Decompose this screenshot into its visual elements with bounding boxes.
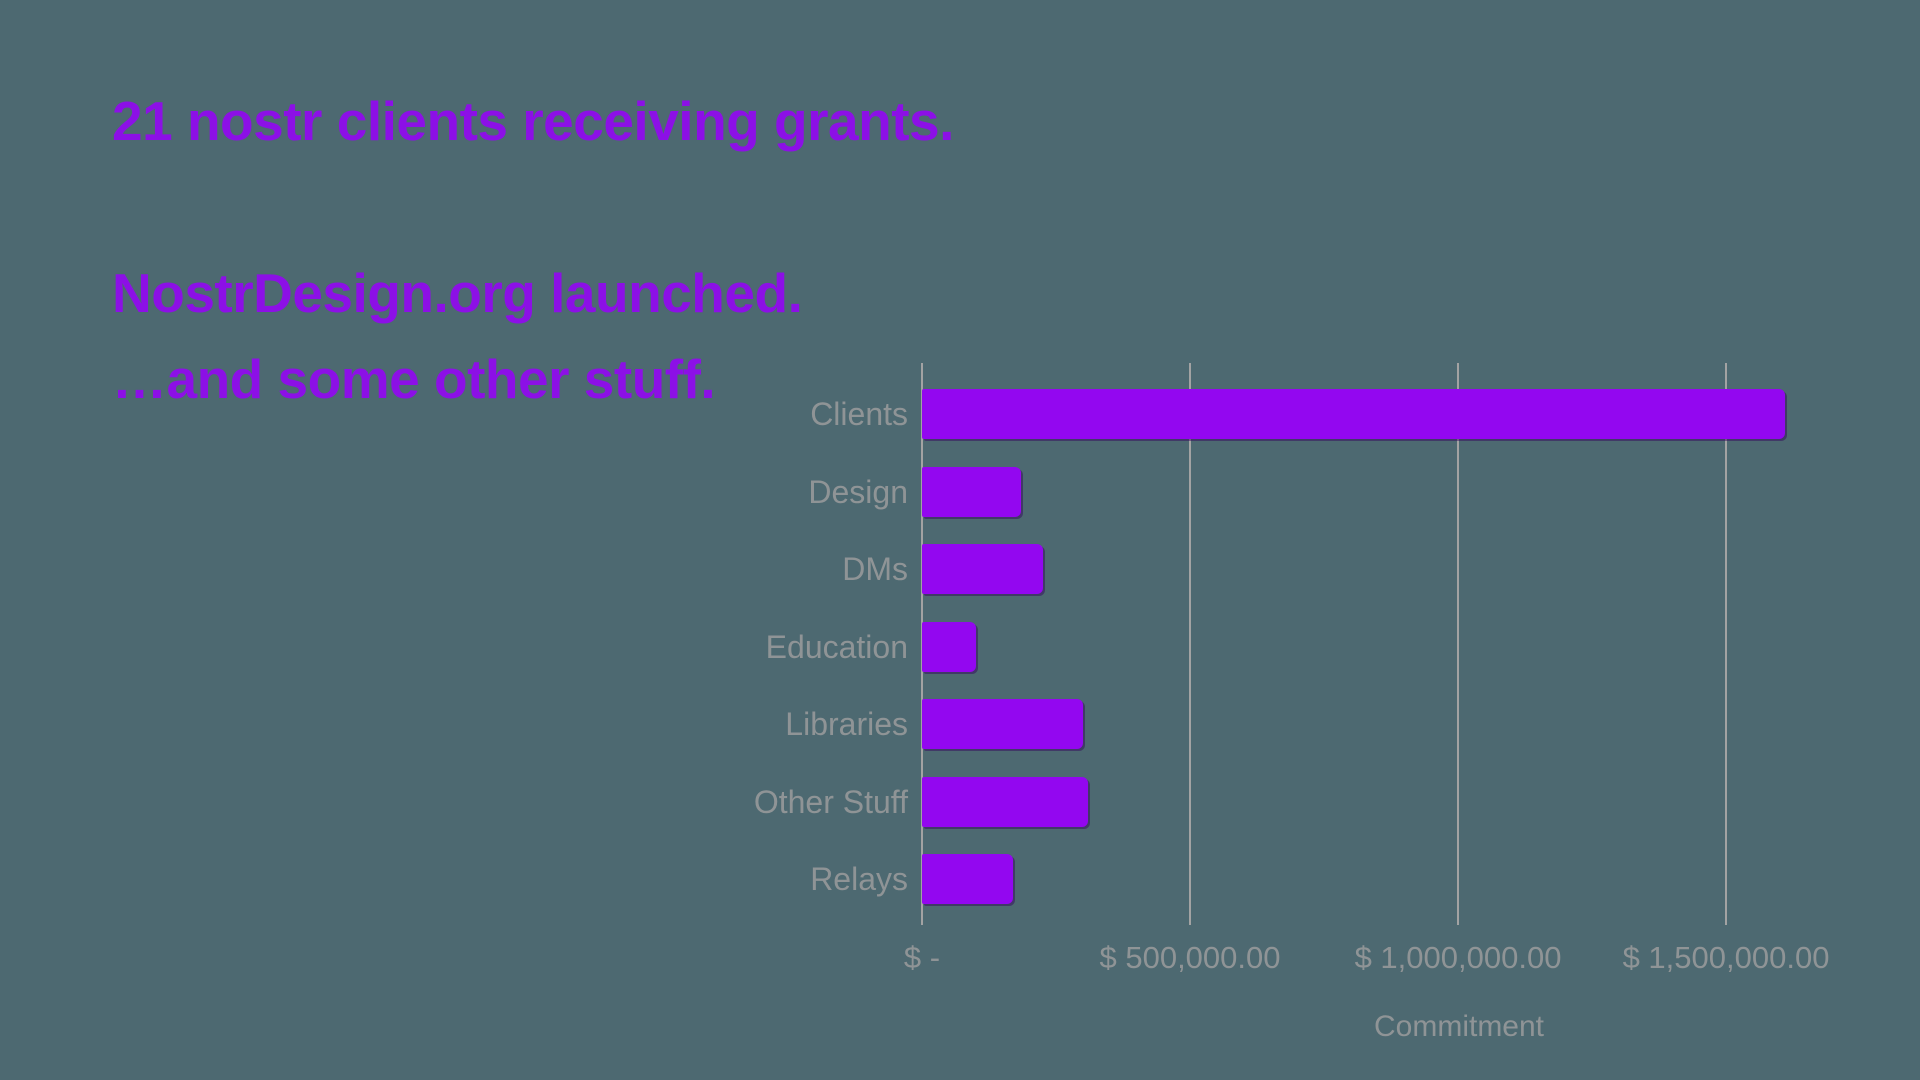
- x-tick-label: $ 500,000.00: [1099, 940, 1281, 975]
- bar-education: [922, 621, 976, 672]
- bar-dms: [922, 544, 1043, 594]
- category-label-education: Education: [765, 628, 908, 665]
- x-tick-label: $ -: [903, 940, 941, 975]
- headline-grants: 21 nostr clients receiving grants.: [112, 90, 954, 152]
- category-label-libraries: Libraries: [785, 706, 908, 742]
- headline-nostrdesign: NostrDesign.org launched.: [112, 262, 803, 324]
- gridline: [1457, 363, 1459, 925]
- category-label-design: Design: [808, 473, 908, 510]
- category-label-relays: Relays: [810, 861, 908, 897]
- bar-other-stuff: [922, 776, 1088, 827]
- x-tick-label: $ 1,500,000.00: [1622, 940, 1830, 975]
- category-label-dms: DMs: [842, 551, 908, 587]
- x-axis-title: Commitment: [1373, 1010, 1545, 1043]
- bar-relays: [922, 854, 1013, 904]
- gridline: [1189, 363, 1191, 925]
- bar-libraries: [922, 699, 1083, 749]
- x-tick-label: $ 1,000,000.00: [1354, 940, 1562, 975]
- headline-other-stuff: …and some other stuff.: [112, 348, 716, 410]
- bar-design: [922, 466, 1021, 517]
- gridline: [1725, 363, 1727, 925]
- category-label-other-stuff: Other Stuff: [753, 783, 908, 820]
- category-label-clients: Clients: [810, 396, 908, 432]
- bar-clients: [922, 389, 1785, 439]
